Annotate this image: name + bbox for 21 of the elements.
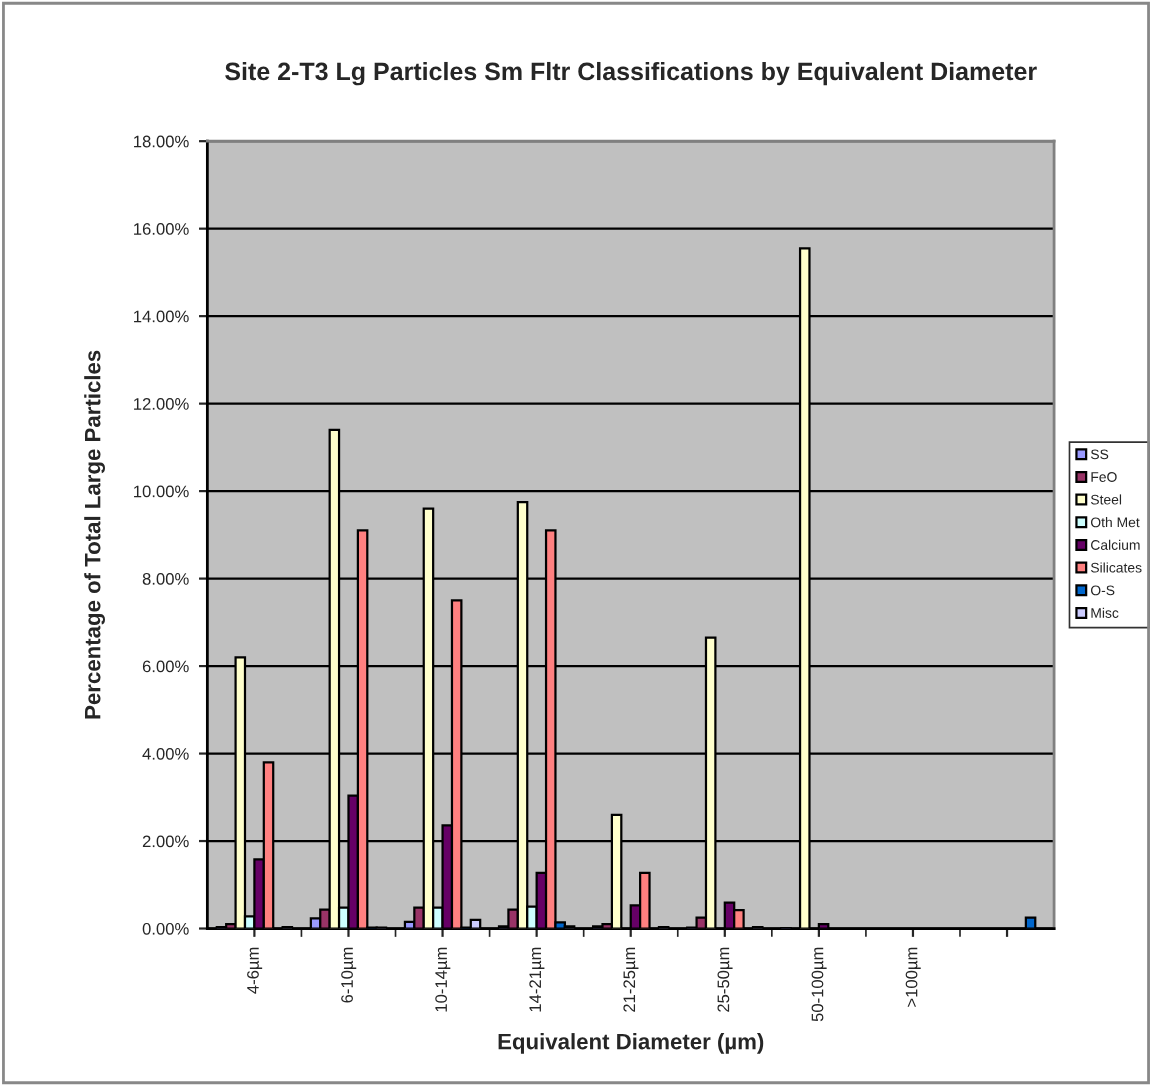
x-tick-label: 25-50µm — [717, 947, 733, 1012]
y-tick-label: 6.00% — [142, 660, 189, 673]
y-tick-label: 0.00% — [142, 922, 189, 935]
y-tick-label: 14.00% — [134, 310, 189, 323]
chart-title: Site 2-T3 Lg Particles Sm Fltr Classifications by Equivalent Diameter — [225, 61, 1037, 86]
x-tick-label: 10-14µm — [435, 947, 451, 1012]
y-tick-label: 10.00% — [134, 485, 189, 498]
y-tick-label: 8.00% — [142, 573, 189, 585]
y-tick-label: 4.00% — [142, 747, 189, 760]
x-tick-label: 4-6µm — [247, 947, 263, 994]
x-tick-label: >100µm — [905, 947, 921, 1007]
y-tick-label: 16.00% — [134, 223, 189, 235]
x-tick-label: 21-25µm — [623, 947, 639, 1012]
y-tick-label: 18.00% — [134, 135, 189, 148]
y-tick-label: 12.00% — [134, 398, 189, 410]
y-tick-label: 2.00% — [142, 835, 189, 848]
y-axis-title: Percentage of Total Large Particles — [84, 350, 105, 719]
x-tick-label: 50-100µm — [811, 947, 827, 1022]
x-tick-label: 6-10µm — [341, 947, 357, 1003]
x-axis-title: Equivalent Diameter (µm) — [498, 1033, 764, 1054]
x-tick-label: 14-21µm — [529, 947, 545, 1012]
